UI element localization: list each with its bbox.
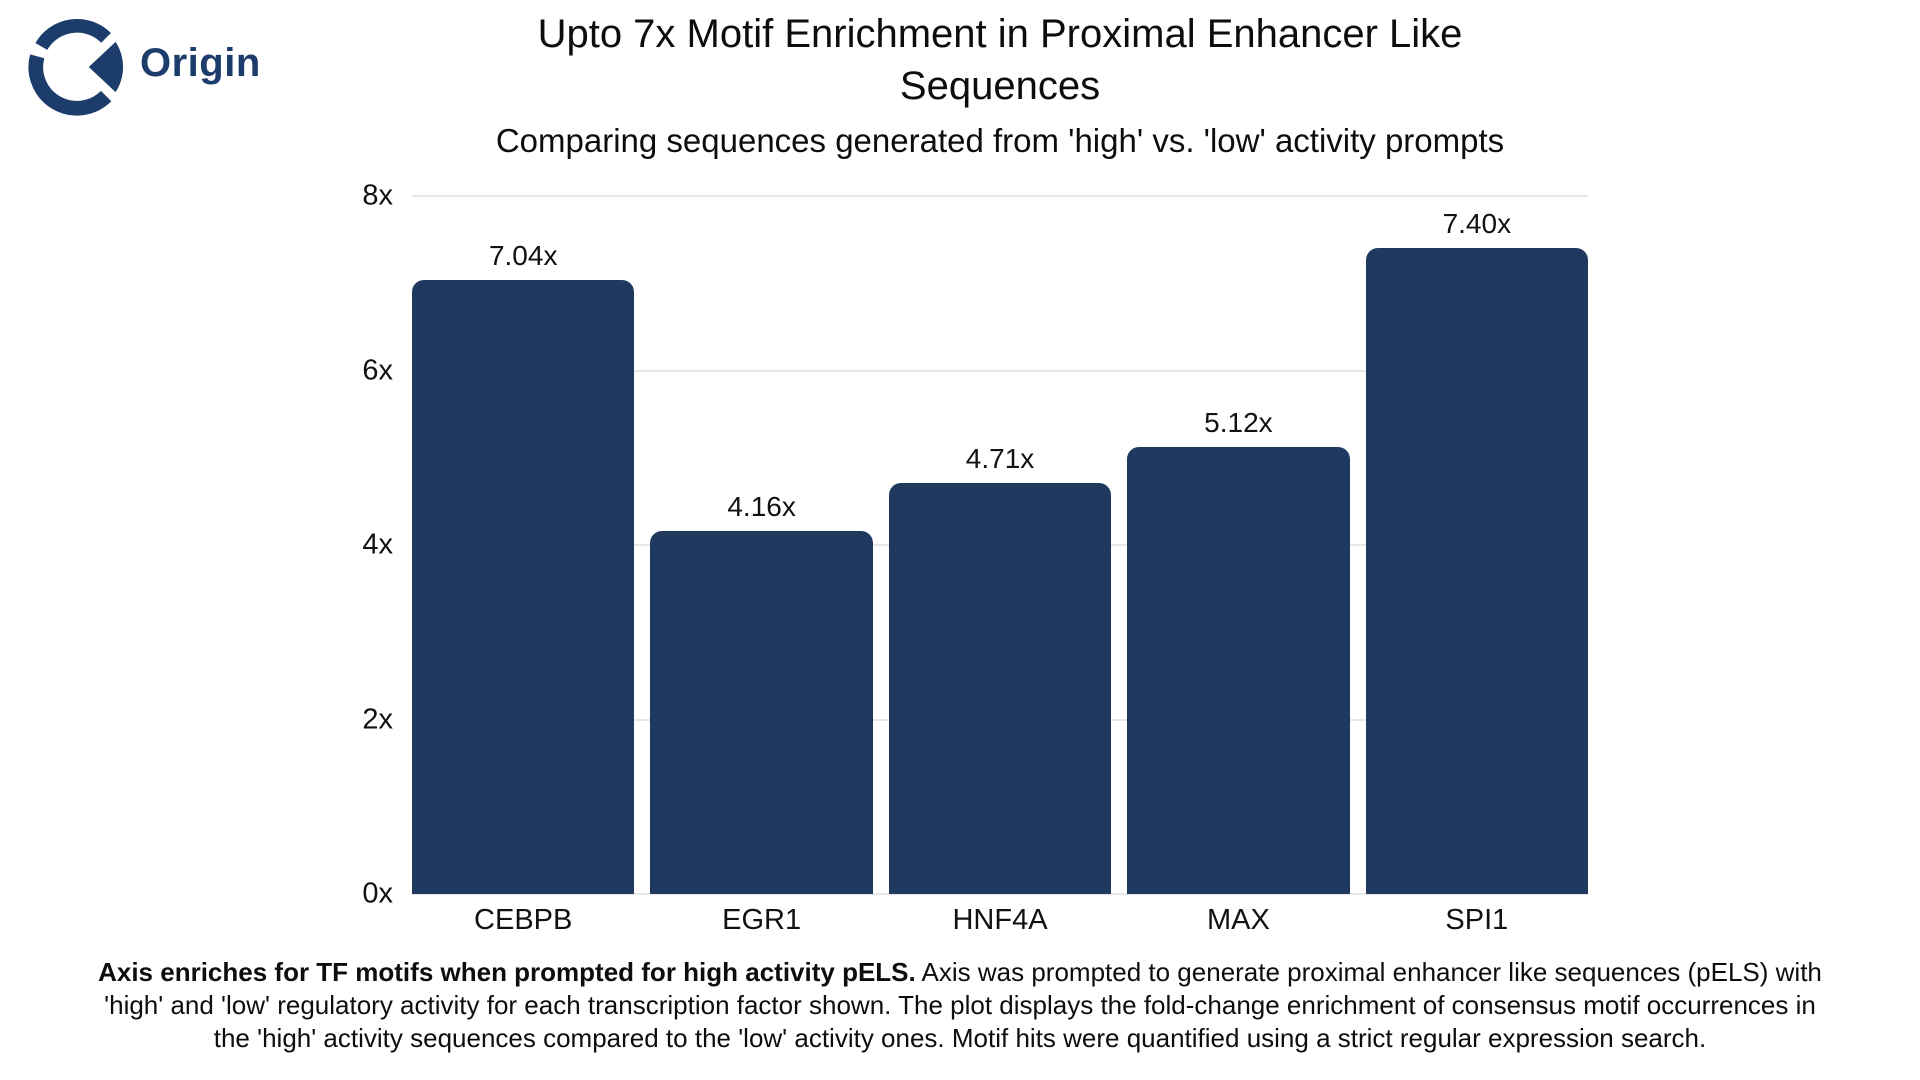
bar <box>650 531 873 894</box>
bar-value-label: 4.16x <box>727 491 796 523</box>
y-tick-label: 8x <box>362 179 393 212</box>
bar-value-label: 5.12x <box>1204 407 1273 439</box>
bar-group-spi1: 7.40x <box>1365 196 1589 894</box>
y-tick-label: 6x <box>362 354 393 386</box>
bar-value-label: 7.40x <box>1442 208 1512 240</box>
origin-logo: Origin <box>28 18 261 116</box>
bar <box>1127 447 1350 894</box>
figure-caption: Axis enriches for TF motifs when prompte… <box>98 956 1822 1055</box>
origin-logo-text: Origin <box>140 40 261 85</box>
bar-group-max: 5.12x <box>1127 196 1350 894</box>
bar-value-label: 4.71x <box>965 443 1035 475</box>
gridline <box>412 893 1588 895</box>
bar-value-label: 7.04x <box>488 239 558 271</box>
bar <box>1365 248 1589 894</box>
plot-area: 7.04x 4.16x 4.71x 5.12x 7.40x 0x 2x 4x 6x 8x <box>362 181 1589 908</box>
bar <box>888 483 1112 894</box>
x-axis-label: SPI1 <box>1445 904 1509 936</box>
caption-body: Axis was prompted to generate proximal e… <box>104 957 1822 1053</box>
title-block: Upto 7x Motif Enrichment in Proximal Enh… <box>280 8 1720 161</box>
origin-logo-icon <box>28 19 124 116</box>
bar-group-egr1: 4.16x <box>650 196 873 894</box>
y-tick-label: 4x <box>362 528 393 561</box>
x-axis-label: MAX <box>1207 904 1270 936</box>
x-axis-label: CEBPB <box>474 904 573 936</box>
gridline <box>412 369 1588 372</box>
gridline <box>412 195 1588 197</box>
chart-title: Upto 7x Motif Enrichment in Proximal Enh… <box>537 12 1463 108</box>
bar <box>412 279 635 894</box>
x-axis-label: EGR1 <box>722 904 802 936</box>
caption-bold-lead: Axis enriches for TF motifs when prompte… <box>98 957 916 987</box>
bar-group-cebpb: 7.04x <box>412 196 635 894</box>
x-axis-labels: CEBPB EGR1 HNF4A MAX SPI1 <box>412 904 1588 937</box>
bar-group-hnf4a: 4.71x <box>888 196 1112 894</box>
x-axis-label: HNF4A <box>952 904 1048 936</box>
y-tick-label: 2x <box>362 703 393 735</box>
bar-series: 7.04x 4.16x 4.71x 5.12x 7.40x <box>412 196 1589 894</box>
chart-subtitle: Comparing sequences generated from 'high… <box>495 122 1505 159</box>
y-tick-label: 0x <box>362 877 393 910</box>
